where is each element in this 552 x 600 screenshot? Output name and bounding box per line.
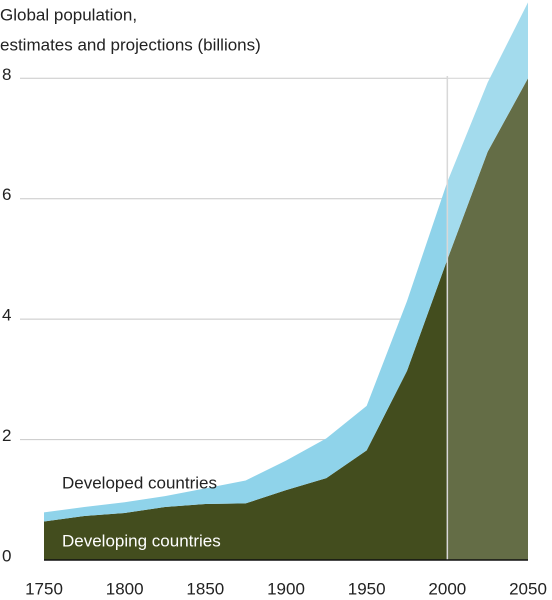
area — [44, 78, 528, 560]
y-tick-label: 0 — [2, 546, 11, 565]
series-label: Developing countries — [62, 531, 221, 550]
x-tick-label: 1950 — [348, 579, 386, 598]
y-tick-label: 8 — [2, 65, 11, 84]
area — [44, 2, 528, 522]
chart-title: Global population, — [0, 5, 137, 24]
y-tick-label: 4 — [2, 306, 11, 325]
x-tick-label: 1850 — [186, 579, 224, 598]
projection-shade — [447, 0, 528, 560]
x-tick-label: 1800 — [106, 579, 144, 598]
series-label: Developed countries — [62, 473, 217, 492]
y-tick-label: 2 — [2, 426, 11, 445]
y-tick-label: 6 — [2, 185, 11, 204]
x-tick-label: 2000 — [428, 579, 466, 598]
chart-title: estimates and projections (billions) — [0, 35, 261, 54]
x-tick-label: 2050 — [509, 579, 547, 598]
x-tick-label: 1750 — [25, 579, 63, 598]
x-tick-label: 1900 — [267, 579, 305, 598]
